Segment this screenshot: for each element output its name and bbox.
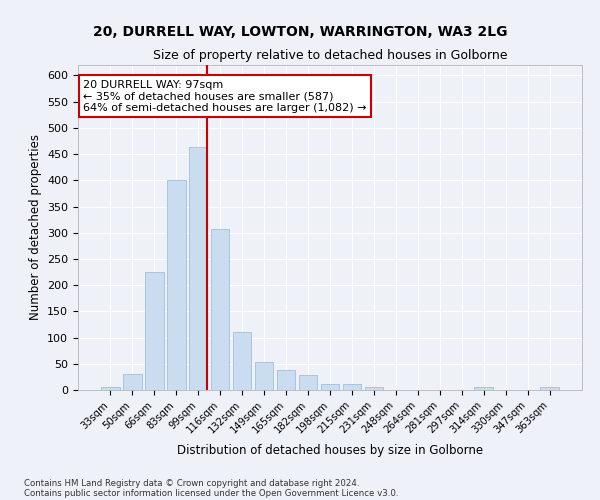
Y-axis label: Number of detached properties: Number of detached properties [29,134,41,320]
Text: 20, DURRELL WAY, LOWTON, WARRINGTON, WA3 2LG: 20, DURRELL WAY, LOWTON, WARRINGTON, WA3… [93,25,507,39]
Title: Size of property relative to detached houses in Golborne: Size of property relative to detached ho… [153,50,507,62]
Bar [541,388,559,390]
Bar [277,370,295,390]
Text: Contains public sector information licensed under the Open Government Licence v3: Contains public sector information licen… [24,488,398,498]
Text: 20 DURRELL WAY: 97sqm
← 35% of detached houses are smaller (587)
64% of semi-det: 20 DURRELL WAY: 97sqm ← 35% of detached … [83,80,367,113]
Bar [343,384,361,390]
Bar [299,376,317,390]
Text: Contains HM Land Registry data © Crown copyright and database right 2024.: Contains HM Land Registry data © Crown c… [24,478,359,488]
X-axis label: Distribution of detached houses by size in Golborne: Distribution of detached houses by size … [177,444,483,456]
Bar [255,362,274,390]
Bar [145,272,164,390]
Bar [123,374,142,390]
Bar [475,388,493,390]
Bar [211,229,229,390]
Bar [320,384,340,390]
Bar [189,148,208,390]
Bar [365,387,383,390]
Bar [101,388,119,390]
Bar [233,332,251,390]
Bar [167,180,185,390]
